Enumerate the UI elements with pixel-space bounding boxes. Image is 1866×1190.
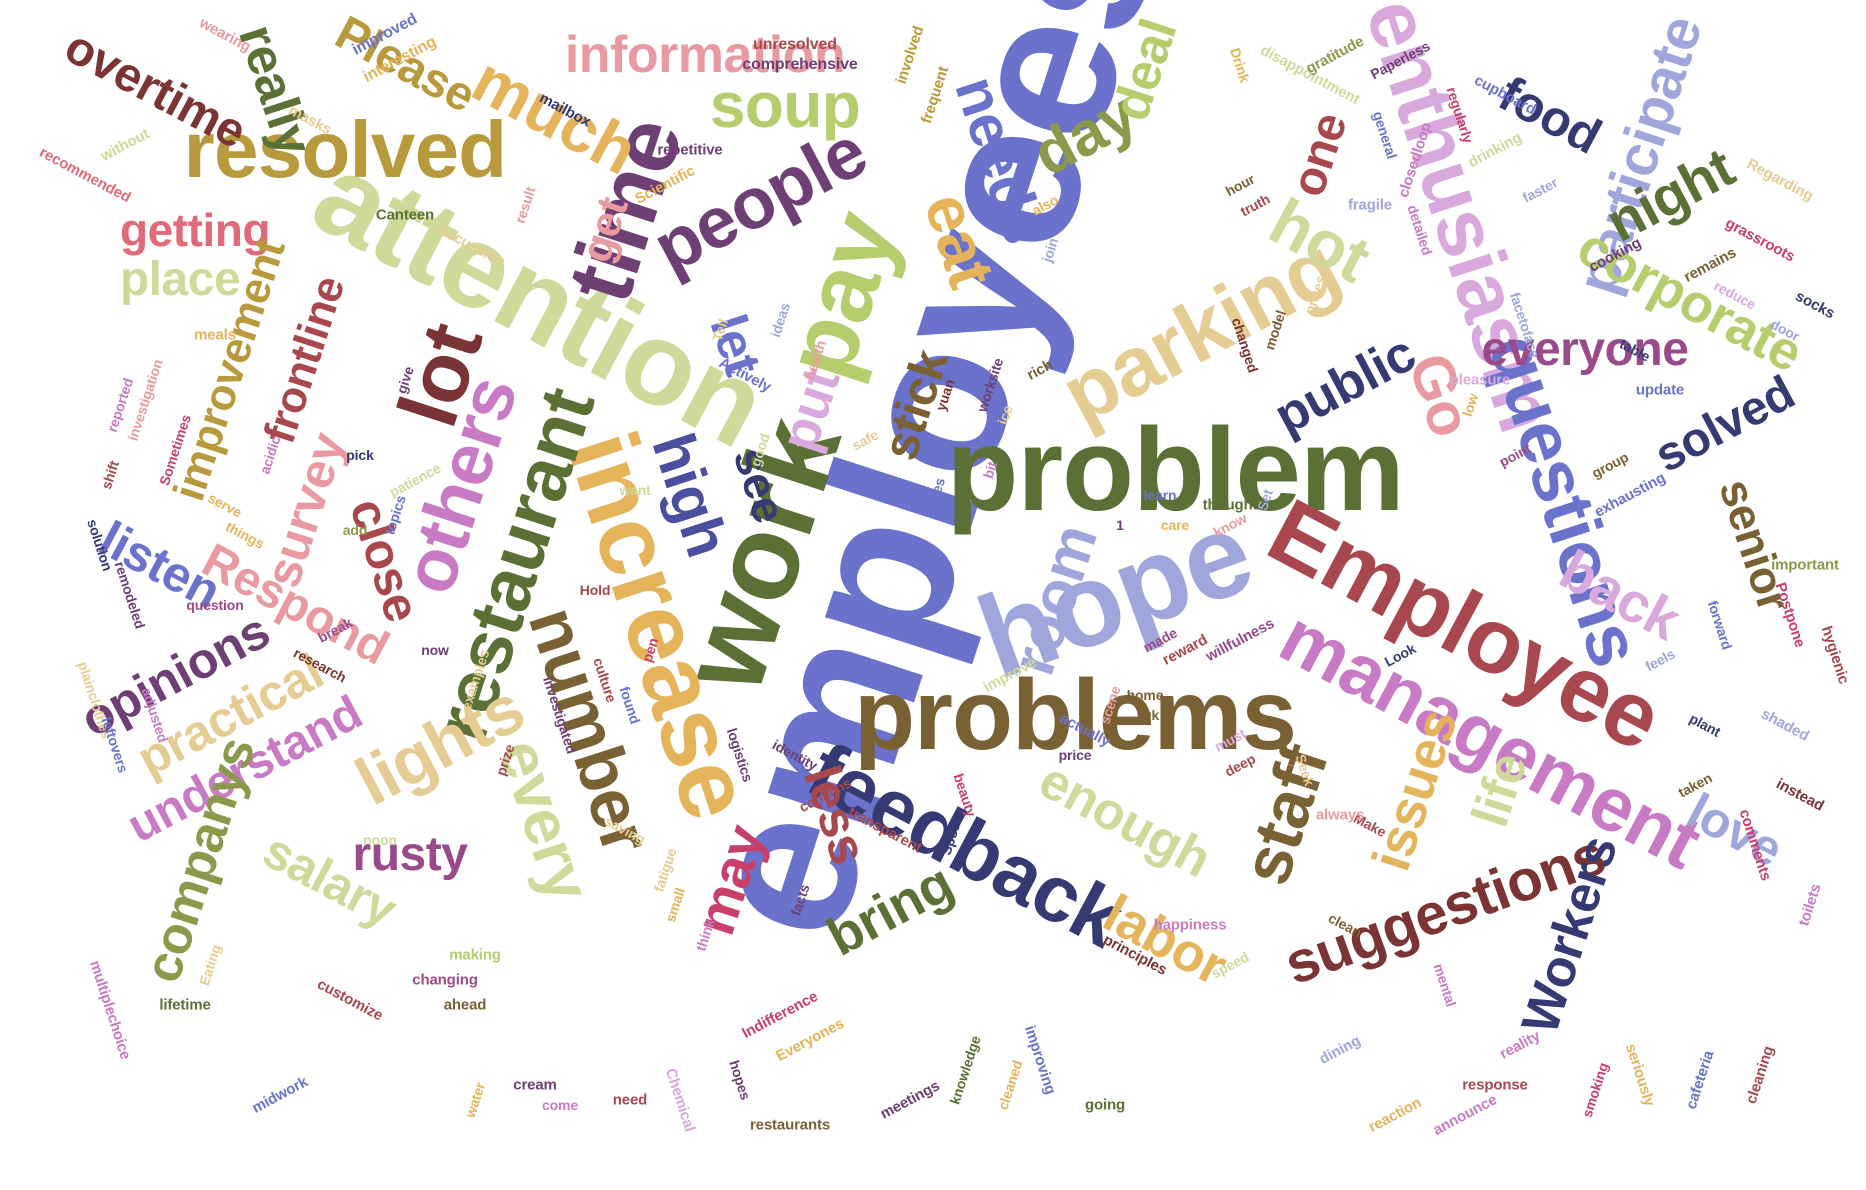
word-repetitive: repetitive	[657, 141, 723, 159]
word-cafeteria: cafeteria	[1682, 1048, 1718, 1112]
word-price: price	[1058, 747, 1092, 763]
word-shaded: shaded	[1758, 705, 1812, 745]
word-serve: serve	[205, 489, 245, 521]
word-group: group	[1589, 448, 1631, 482]
word-cleaned: cleaned	[994, 1058, 1026, 1112]
word-knowledge: knowledge	[946, 1033, 984, 1107]
word-improving: improving	[1020, 1023, 1060, 1097]
word-midwork: midwork	[249, 1073, 311, 1117]
word-important: important	[1771, 556, 1839, 574]
word-gratitude: gratitude	[1303, 32, 1367, 78]
word-drink: Drink	[1226, 45, 1254, 85]
word-response: response	[1462, 1076, 1528, 1094]
word-need: need	[612, 1091, 648, 1109]
word-chemical: Chemical	[661, 1066, 699, 1134]
word-mental: mental	[1430, 961, 1460, 1009]
word-wearing: wearing	[196, 14, 254, 56]
word-seriously: seriously	[1621, 1041, 1659, 1109]
word-happiness: happiness	[1153, 916, 1227, 934]
word-water: water	[461, 1080, 489, 1120]
word-socks: socks	[1792, 287, 1838, 323]
word-add: add	[342, 522, 368, 538]
word-result: result	[511, 184, 539, 226]
word-acidic: acidic	[256, 434, 284, 476]
word-announce: announce	[1430, 1091, 1500, 1139]
word-meetings: meetings	[877, 1077, 943, 1123]
word-dining: dining	[1316, 1032, 1364, 1068]
word-issues: issues	[1360, 702, 1470, 878]
word-information: information	[564, 26, 846, 84]
word-lifetime: lifetime	[159, 996, 211, 1014]
word-always: always	[1315, 806, 1365, 824]
word-learn: learn	[1143, 487, 1177, 503]
word-comprehensive: comprehensive	[742, 56, 858, 73]
word-truth: truth	[1237, 190, 1273, 220]
word-problem: problem	[946, 404, 1404, 536]
word-multiplechoice: multiplechoice	[86, 958, 134, 1062]
word-everyone: everyone	[1481, 323, 1689, 376]
word-resolved: resolved	[183, 105, 507, 194]
word-pick: pick	[346, 447, 374, 463]
word-place: place	[119, 253, 241, 306]
word-ok: Ok	[1140, 707, 1160, 723]
word-unresolved: unresolved	[753, 36, 837, 53]
word-want: want	[619, 482, 651, 498]
word-changing: changing	[412, 971, 478, 989]
word-plant: plant	[1686, 710, 1724, 740]
word-customize: customize	[314, 975, 386, 1025]
word-shift: shift	[97, 458, 123, 492]
word-home: home	[1126, 687, 1164, 703]
word-noon: noon	[363, 832, 397, 848]
word-thought: thought	[1202, 496, 1258, 514]
word-love: love	[1678, 782, 1792, 878]
word-regarding: Regarding	[1743, 155, 1817, 205]
word-restaurants: restaurants	[749, 1116, 831, 1134]
word-reaction: reaction	[1365, 1094, 1425, 1136]
word-ahead: ahead	[443, 996, 487, 1014]
word-question: question	[186, 597, 244, 613]
word-come: come	[541, 1097, 579, 1113]
word-toilets: toilets	[1795, 881, 1825, 929]
word-1: 1	[1116, 517, 1124, 533]
word-without: without	[97, 125, 153, 165]
word-going: going	[1084, 1096, 1126, 1114]
word-hour: hour	[1222, 170, 1258, 200]
word-faster: faster	[1519, 174, 1561, 206]
word-problems: problems	[853, 659, 1297, 771]
word-instead: instead	[1773, 775, 1827, 815]
word-meals: meals	[194, 326, 236, 344]
word-rusty: rusty	[352, 828, 468, 881]
word-getting: getting	[119, 204, 271, 256]
word-fragile: fragile	[1348, 196, 1392, 214]
word-hold: Hold	[579, 582, 611, 598]
word-hopes: hopes	[726, 1058, 754, 1102]
word-everyones: Everyones	[773, 1014, 847, 1066]
word-cream: cream	[513, 1076, 557, 1094]
word-care: care	[1160, 517, 1190, 533]
word-cleaning: cleaning	[1742, 1044, 1778, 1106]
word-pleasure: pleasure	[1449, 371, 1511, 389]
word-forward: forward	[1704, 598, 1736, 652]
word-investigation: investigation	[124, 357, 166, 443]
word-smoking: smoking	[1578, 1060, 1612, 1120]
word-postpone: Postpone	[1771, 580, 1809, 650]
word-hygienic: hygienic	[1817, 624, 1853, 686]
word-now: now	[421, 642, 449, 658]
word-reality: reality	[1496, 1027, 1544, 1063]
word-update: update	[1635, 381, 1685, 399]
word-soup: soup	[709, 69, 861, 141]
word-making: making	[449, 946, 501, 964]
word-canteen: Canteen	[375, 206, 435, 224]
